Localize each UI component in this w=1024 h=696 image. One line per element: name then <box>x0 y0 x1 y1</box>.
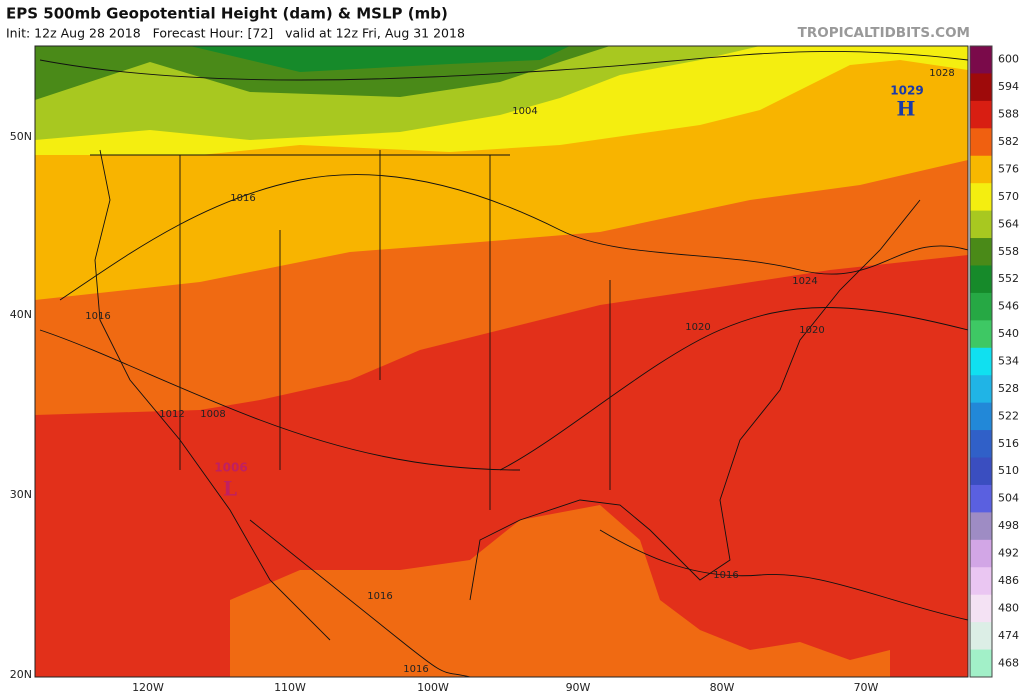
lat-label: 20N <box>10 668 32 681</box>
colorbar-frame <box>969 45 993 678</box>
colorbar-swatch <box>970 347 992 376</box>
colorbar-label: 516 <box>998 437 1019 450</box>
colorbar-label: 468 <box>998 656 1019 669</box>
isobar-label: 1016 <box>230 193 255 204</box>
colorbar-label: 552 <box>998 272 1019 285</box>
colorbar-swatch <box>970 292 992 321</box>
high-symbol: H <box>897 97 916 121</box>
colorbar-swatch <box>970 238 992 266</box>
isobar-label: 1020 <box>799 325 824 336</box>
colorbar-label: 510 <box>998 464 1019 477</box>
colorbar-label: 564 <box>998 217 1019 230</box>
colorbar-swatch <box>970 128 992 157</box>
lat-label: 30N <box>10 488 32 501</box>
colorbar-label: 594 <box>998 80 1019 93</box>
colorbar-label: 588 <box>998 108 1019 121</box>
lon-label: 90W <box>566 681 591 694</box>
isobar <box>39 329 521 471</box>
band-558 <box>190 46 570 72</box>
isobar <box>599 529 968 621</box>
lat-label: 50N <box>10 130 32 143</box>
colorbar-swatch <box>970 155 992 184</box>
isobar-label: 1020 <box>685 322 710 333</box>
colorbar-swatch <box>970 484 992 513</box>
colorbar-swatch <box>970 73 992 102</box>
isobar-label: 1012 <box>159 409 184 420</box>
isobar-label: 1016 <box>403 664 428 675</box>
colorbar-label: 582 <box>998 135 1019 148</box>
title: EPS 500mb Geopotential Height (dam) & MS… <box>6 5 448 23</box>
colorbar-swatch <box>970 649 992 678</box>
isobar-label: 1016 <box>367 591 392 602</box>
isobar-label: 1016 <box>713 570 738 581</box>
colorbar-swatch <box>970 183 992 212</box>
colorbar-label: 474 <box>998 629 1019 642</box>
isobar <box>499 307 968 471</box>
colorbar-swatch <box>970 622 992 651</box>
low-value: 1006 <box>214 461 247 475</box>
map <box>34 45 969 678</box>
watermark: TROPICALTIDBITS.COM <box>798 25 970 41</box>
colorbar-label: 528 <box>998 382 1019 395</box>
colorbar-label: 486 <box>998 574 1019 587</box>
colorbar-label: 480 <box>998 601 1019 614</box>
colorbar-swatch <box>970 567 992 596</box>
lon-label: 120W <box>132 681 164 694</box>
colorbar-swatch <box>970 430 992 459</box>
map-frame <box>34 45 969 678</box>
lon-label: 80W <box>710 681 735 694</box>
isobar-label: 1028 <box>929 68 954 79</box>
colorbar-label: 504 <box>998 492 1019 505</box>
colorbar-swatch <box>970 457 992 486</box>
colorbar-swatch <box>970 539 992 568</box>
colorbar-label: 576 <box>998 162 1019 175</box>
colorbar-swatch <box>970 512 992 541</box>
colorbar-swatch <box>970 265 992 294</box>
colorbar-label: 546 <box>998 300 1019 313</box>
colorbar-label: 570 <box>998 190 1019 203</box>
colorbar-swatch <box>970 402 992 431</box>
colorbar-swatch <box>970 46 992 74</box>
lon-label: 100W <box>417 681 449 694</box>
isobar <box>249 519 471 677</box>
borders <box>90 150 611 510</box>
isobar-label: 1008 <box>200 409 225 420</box>
isobar <box>39 51 968 81</box>
colorbar-swatch <box>970 320 992 349</box>
isobar-label: 1016 <box>85 311 110 322</box>
isobar-label: 1024 <box>792 276 817 287</box>
high-value: 1029 <box>890 84 923 98</box>
isobar-label: 1004 <box>512 106 537 117</box>
colorbar-label: 540 <box>998 327 1019 340</box>
lon-label: 70W <box>854 681 879 694</box>
band-588-south <box>230 505 890 677</box>
colorbar-label: 492 <box>998 547 1019 560</box>
colorbar-label: 498 <box>998 519 1019 532</box>
low-symbol: L <box>223 477 237 501</box>
colorbar-swatch <box>970 100 992 129</box>
subtitle: Init: 12z Aug 28 2018 Forecast Hour: [72… <box>6 26 465 41</box>
colorbar-label: 522 <box>998 409 1019 422</box>
colorbar-swatch <box>970 375 992 404</box>
colorbar-swatch <box>970 210 992 239</box>
lat-label: 40N <box>10 308 32 321</box>
colorbar-label: 558 <box>998 245 1019 258</box>
colorbar-label: 600 <box>998 53 1019 66</box>
colorbar-label: 534 <box>998 355 1019 368</box>
coastline <box>94 149 331 641</box>
coastline <box>469 199 921 601</box>
colorbar-swatch <box>970 594 992 623</box>
isobar <box>59 174 968 301</box>
lon-label: 110W <box>274 681 306 694</box>
